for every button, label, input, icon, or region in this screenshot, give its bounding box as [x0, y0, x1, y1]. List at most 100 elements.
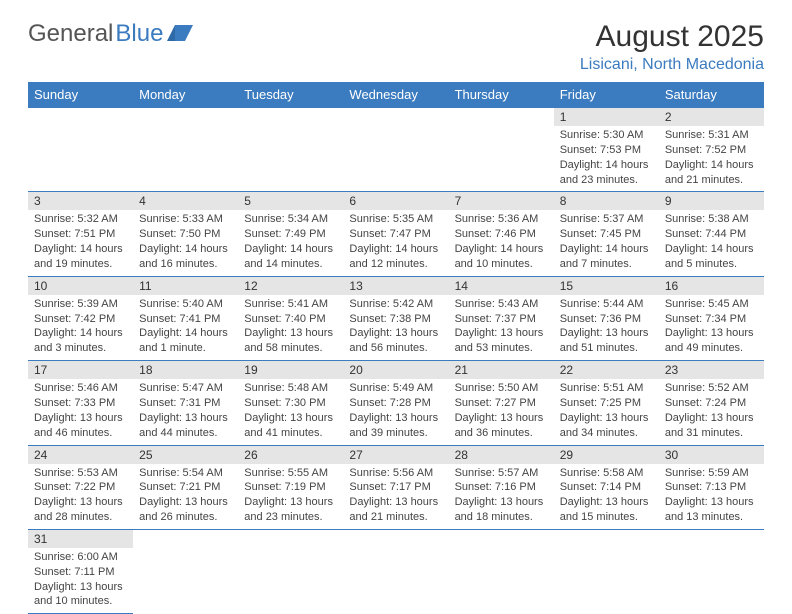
weekday-header: Friday [554, 82, 659, 108]
day-number: 8 [554, 192, 659, 210]
sunset-text: Sunset: 7:17 PM [349, 480, 442, 495]
daylight-text: Daylight: 13 hours and 41 minutes. [244, 411, 337, 441]
weekday-header-row: SundayMondayTuesdayWednesdayThursdayFrid… [28, 82, 764, 108]
daylight-text: Daylight: 13 hours and 23 minutes. [244, 495, 337, 525]
logo-text-2: Blue [115, 20, 163, 48]
day-body: Sunrise: 5:30 AMSunset: 7:53 PMDaylight:… [554, 126, 659, 191]
sunrise-text: Sunrise: 5:49 AM [349, 381, 442, 396]
day-number: 11 [133, 277, 238, 295]
daylight-text: Daylight: 14 hours and 14 minutes. [244, 242, 337, 272]
sunset-text: Sunset: 7:42 PM [34, 312, 127, 327]
sunrise-text: Sunrise: 5:35 AM [349, 212, 442, 227]
calendar-day-cell: 17Sunrise: 5:46 AMSunset: 7:33 PMDayligh… [28, 361, 133, 445]
day-number [659, 530, 764, 548]
daylight-text: Daylight: 13 hours and 44 minutes. [139, 411, 232, 441]
calendar-day-cell: 7Sunrise: 5:36 AMSunset: 7:46 PMDaylight… [449, 192, 554, 276]
sunrise-text: Sunrise: 5:33 AM [139, 212, 232, 227]
sunset-text: Sunset: 7:19 PM [244, 480, 337, 495]
calendar-week-row: 31Sunrise: 6:00 AMSunset: 7:11 PMDayligh… [28, 529, 764, 613]
sunset-text: Sunset: 7:44 PM [665, 227, 758, 242]
weekday-header: Wednesday [343, 82, 448, 108]
day-number: 1 [554, 108, 659, 126]
calendar-day-cell [238, 529, 343, 613]
day-number [554, 530, 659, 548]
day-number: 9 [659, 192, 764, 210]
day-number: 26 [238, 446, 343, 464]
calendar-day-cell: 11Sunrise: 5:40 AMSunset: 7:41 PMDayligh… [133, 276, 238, 360]
day-number: 29 [554, 446, 659, 464]
daylight-text: Daylight: 13 hours and 18 minutes. [455, 495, 548, 525]
day-body: Sunrise: 5:38 AMSunset: 7:44 PMDaylight:… [659, 210, 764, 275]
calendar-day-cell: 18Sunrise: 5:47 AMSunset: 7:31 PMDayligh… [133, 361, 238, 445]
day-body: Sunrise: 5:31 AMSunset: 7:52 PMDaylight:… [659, 126, 764, 191]
sunrise-text: Sunrise: 5:37 AM [560, 212, 653, 227]
day-body: Sunrise: 5:39 AMSunset: 7:42 PMDaylight:… [28, 295, 133, 360]
day-body [343, 548, 448, 554]
day-number [238, 530, 343, 548]
sunrise-text: Sunrise: 5:54 AM [139, 466, 232, 481]
sunset-text: Sunset: 7:13 PM [665, 480, 758, 495]
sunrise-text: Sunrise: 6:00 AM [34, 550, 127, 565]
day-body [659, 548, 764, 554]
day-body: Sunrise: 5:53 AMSunset: 7:22 PMDaylight:… [28, 464, 133, 529]
day-number: 23 [659, 361, 764, 379]
logo: GeneralBlue [28, 20, 193, 48]
daylight-text: Daylight: 14 hours and 3 minutes. [34, 326, 127, 356]
sunrise-text: Sunrise: 5:55 AM [244, 466, 337, 481]
day-number [343, 108, 448, 126]
sunrise-text: Sunrise: 5:51 AM [560, 381, 653, 396]
day-body: Sunrise: 5:36 AMSunset: 7:46 PMDaylight:… [449, 210, 554, 275]
sunset-text: Sunset: 7:27 PM [455, 396, 548, 411]
daylight-text: Daylight: 13 hours and 58 minutes. [244, 326, 337, 356]
calendar-week-row: 24Sunrise: 5:53 AMSunset: 7:22 PMDayligh… [28, 445, 764, 529]
sunset-text: Sunset: 7:33 PM [34, 396, 127, 411]
calendar-day-cell: 5Sunrise: 5:34 AMSunset: 7:49 PMDaylight… [238, 192, 343, 276]
day-body [449, 548, 554, 554]
calendar-day-cell: 23 Sunrise: 5:52 AMSunset: 7:24 PMDayligh… [659, 361, 764, 445]
sunrise-text: Sunrise: 5:44 AM [560, 297, 653, 312]
sunset-text: Sunset: 7:50 PM [139, 227, 232, 242]
daylight-text: Daylight: 13 hours and 28 minutes. [34, 495, 127, 525]
day-body: Sunrise: 5:45 AMSunset: 7:34 PMDaylight:… [659, 295, 764, 360]
daylight-text: Daylight: 13 hours and 36 minutes. [455, 411, 548, 441]
sunrise-text: Sunrise: 5:48 AM [244, 381, 337, 396]
calendar-day-cell: 12Sunrise: 5:41 AMSunset: 7:40 PMDayligh… [238, 276, 343, 360]
day-body: Sunrise: 5:55 AMSunset: 7:19 PMDaylight:… [238, 464, 343, 529]
day-body: Sunrise: 5:34 AMSunset: 7:49 PMDaylight:… [238, 210, 343, 275]
day-body [343, 126, 448, 132]
sunset-text: Sunset: 7:21 PM [139, 480, 232, 495]
day-body: Sunrise: 5:48 AMSunset: 7:30 PMDaylight:… [238, 379, 343, 444]
day-number: 3 [28, 192, 133, 210]
sunrise-text: Sunrise: 5:53 AM [34, 466, 127, 481]
sunset-text: Sunset: 7:40 PM [244, 312, 337, 327]
sunrise-text: Sunrise: 5:34 AM [244, 212, 337, 227]
sunset-text: Sunset: 7:24 PM [665, 396, 758, 411]
day-body: Sunrise: 5:54 AMSunset: 7:21 PMDaylight:… [133, 464, 238, 529]
day-number [449, 530, 554, 548]
sunset-text: Sunset: 7:47 PM [349, 227, 442, 242]
sunset-text: Sunset: 7:25 PM [560, 396, 653, 411]
day-number: 17 [28, 361, 133, 379]
calendar-day-cell: 14Sunrise: 5:43 AMSunset: 7:37 PMDayligh… [449, 276, 554, 360]
daylight-text: Daylight: 13 hours and 31 minutes. [665, 411, 758, 441]
day-number: 12 [238, 277, 343, 295]
day-body: Sunrise: 5:49 AMSunset: 7:28 PMDaylight:… [343, 379, 448, 444]
weekday-header: Tuesday [238, 82, 343, 108]
day-number: 2 [659, 108, 764, 126]
sunrise-text: Sunrise: 5:50 AM [455, 381, 548, 396]
sunrise-text: Sunrise: 5:40 AM [139, 297, 232, 312]
day-body: Sunrise: 5:35 AMSunset: 7:47 PMDaylight:… [343, 210, 448, 275]
sunrise-text: Sunrise: 5:42 AM [349, 297, 442, 312]
sunset-text: Sunset: 7:53 PM [560, 143, 653, 158]
sunrise-text: Sunrise: 5:52 AM [665, 381, 758, 396]
daylight-text: Daylight: 14 hours and 1 minute. [139, 326, 232, 356]
day-number [28, 108, 133, 126]
calendar-week-row: 10Sunrise: 5:39 AMSunset: 7:42 PMDayligh… [28, 276, 764, 360]
weekday-header: Thursday [449, 82, 554, 108]
sunset-text: Sunset: 7:22 PM [34, 480, 127, 495]
calendar-day-cell: 4Sunrise: 5:33 AMSunset: 7:50 PMDaylight… [133, 192, 238, 276]
sunset-text: Sunset: 7:36 PM [560, 312, 653, 327]
daylight-text: Daylight: 14 hours and 5 minutes. [665, 242, 758, 272]
calendar-day-cell: 28Sunrise: 5:57 AMSunset: 7:16 PMDayligh… [449, 445, 554, 529]
day-body [133, 126, 238, 132]
